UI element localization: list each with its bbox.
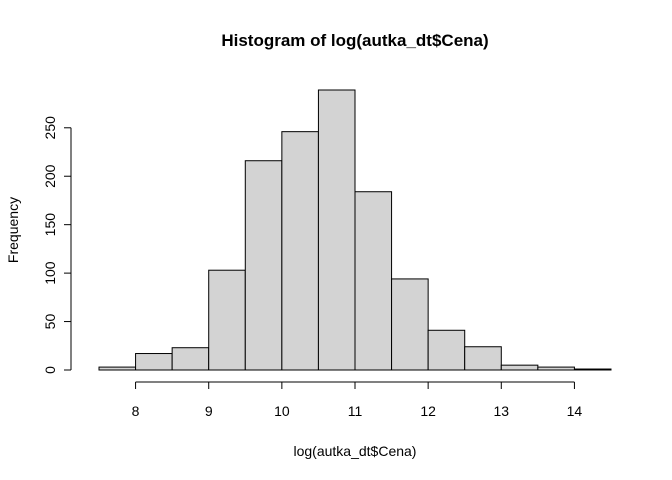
histogram-bar (317, 89, 356, 371)
y-tick-label: 100 (42, 261, 58, 285)
histogram-bar (354, 191, 393, 371)
y-tick-label: 250 (42, 116, 58, 140)
x-tick-label: 13 (493, 403, 509, 419)
y-tick-label: 150 (42, 213, 58, 237)
histogram-bar (281, 131, 319, 371)
x-tick-label: 14 (567, 403, 583, 419)
histogram-bar (573, 368, 612, 371)
x-tick-label: 10 (274, 403, 290, 419)
y-tick-label: 50 (42, 314, 58, 330)
y-axis-label: Frequency (5, 197, 21, 263)
bars-group (98, 89, 612, 371)
x-tick-label: 9 (205, 403, 213, 419)
x-axis: 8 9 10 11 12 13 14 (132, 381, 583, 419)
x-tick-label: 11 (348, 403, 363, 419)
histogram-bar (171, 347, 210, 371)
histogram-bar (391, 278, 429, 371)
histogram-bar (135, 353, 173, 371)
histogram-bar (427, 329, 466, 371)
histogram-bar (537, 366, 575, 371)
y-tick-label: 200 (42, 164, 58, 188)
x-axis-label: log(autka_dt$Cena) (294, 443, 417, 459)
x-tick-label: 8 (132, 403, 140, 419)
x-tick-label: 12 (420, 403, 436, 419)
histogram-bar (500, 364, 539, 371)
histogram-bar (464, 346, 502, 371)
chart-title: Histogram of log(autka_dt$Cena) (221, 31, 488, 50)
histogram-bar (244, 160, 283, 371)
y-tick-label: 0 (42, 366, 58, 374)
y-axis: 0 50 100 150 200 250 (42, 116, 72, 374)
histogram-bar (98, 366, 137, 371)
histogram-bar (208, 269, 246, 371)
